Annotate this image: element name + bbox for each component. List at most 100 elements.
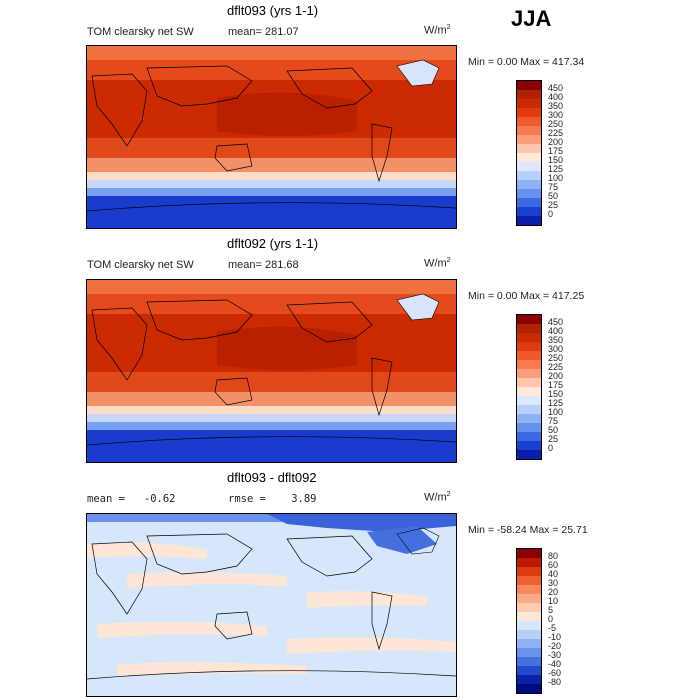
colorbar-swatch	[517, 666, 541, 675]
panel-3-mean-label: mean = -0.62	[87, 493, 176, 505]
colorbar-label: 150	[548, 389, 564, 399]
colorbar-swatch	[517, 216, 541, 225]
colorbar-swatch	[517, 126, 541, 135]
season-label: JJA	[511, 6, 552, 31]
colorbar-label: 250	[548, 119, 564, 129]
colorbar-label: 75	[548, 182, 559, 192]
panel-2-units: W/m2	[424, 257, 451, 270]
colorbar-swatch	[517, 585, 541, 594]
colorbar-swatch	[517, 576, 541, 585]
panel-1-variable-label: TOM clearsky net SW	[87, 26, 194, 38]
panel-3-colorbar	[516, 548, 542, 694]
colorbar-swatch	[517, 162, 541, 171]
colorbar-swatch	[517, 612, 541, 621]
colorbar-label: 75	[548, 416, 559, 426]
colorbar-label: 225	[548, 362, 564, 372]
colorbar-label: -40	[548, 659, 562, 669]
colorbar-swatch	[517, 117, 541, 126]
colorbar-label: 150	[548, 155, 564, 165]
colorbar-swatch	[517, 315, 541, 324]
colorbar-swatch	[517, 630, 541, 639]
colorbar-label: -5	[548, 623, 557, 633]
colorbar-swatch	[517, 135, 541, 144]
colorbar-label: 200	[548, 371, 564, 381]
panel-2-colorbar	[516, 314, 542, 460]
colorbar-swatch	[517, 360, 541, 369]
panel-2-mean-label: mean= 281.68	[228, 259, 299, 271]
panel-1-mean-label: mean= 281.07	[228, 26, 299, 38]
panel-1-units: W/m2	[424, 24, 451, 37]
colorbar-swatch	[517, 387, 541, 396]
colorbar-label: -80	[548, 677, 562, 687]
panel-1-colorbar	[516, 80, 542, 226]
colorbar-label: 225	[548, 128, 564, 138]
colorbar-swatch	[517, 414, 541, 423]
colorbar-swatch	[517, 621, 541, 630]
colorbar-label: -60	[548, 668, 562, 678]
colorbar-label: 125	[548, 398, 564, 408]
colorbar-swatch	[517, 342, 541, 351]
panel-2-colorbar-labels: 450 400 350 300 250 225 200 175 150 125 100 75 50 25 0	[548, 314, 588, 458]
panel-2-map	[86, 279, 457, 463]
colorbar-swatch	[517, 423, 541, 432]
colorbar-label: 175	[548, 146, 564, 156]
colorbar-label: 50	[548, 191, 559, 201]
colorbar-swatch	[517, 432, 541, 441]
colorbar-swatch	[517, 639, 541, 648]
panel-3-units: W/m2	[424, 491, 451, 504]
colorbar-swatch	[517, 108, 541, 117]
colorbar-swatch	[517, 594, 541, 603]
panel-2-variable-label: TOM clearsky net SW	[87, 259, 194, 271]
colorbar-swatch	[517, 144, 541, 153]
colorbar-swatch	[517, 378, 541, 387]
colorbar-label: -10	[548, 632, 562, 642]
colorbar-label: 25	[548, 434, 559, 444]
colorbar-label: 100	[548, 407, 564, 417]
colorbar-label: 20	[548, 587, 559, 597]
colorbar-label: 0	[548, 614, 554, 624]
colorbar-swatch	[517, 90, 541, 99]
colorbar-label: 450	[548, 317, 564, 327]
panel-3-rmse-label: rmse = 3.89	[228, 493, 317, 505]
colorbar-swatch	[517, 324, 541, 333]
colorbar-label: 5	[548, 605, 554, 615]
colorbar-label: 25	[548, 200, 559, 210]
colorbar-swatch	[517, 675, 541, 684]
colorbar-swatch	[517, 180, 541, 189]
colorbar-swatch	[517, 369, 541, 378]
panel-2-minmax: Min = 0.00 Max = 417.25	[468, 290, 585, 302]
panel-3-colorbar-labels: 80 60 40 30 20 10 5 0 -5 -10 -20 -30 -40 -60 -80	[548, 548, 588, 692]
colorbar-swatch	[517, 198, 541, 207]
colorbar-label: 0	[548, 443, 554, 453]
colorbar-label: 125	[548, 164, 564, 174]
colorbar-swatch	[517, 558, 541, 567]
colorbar-swatch	[517, 396, 541, 405]
panel-3-minmax: Min = -58.24 Max = 25.71	[468, 524, 588, 536]
colorbar-swatch	[517, 657, 541, 666]
colorbar-label: -20	[548, 641, 562, 651]
colorbar-label: 300	[548, 110, 564, 120]
colorbar-swatch	[517, 441, 541, 450]
colorbar-label: 300	[548, 344, 564, 354]
colorbar-label: 30	[548, 578, 559, 588]
panel-1-colorbar-labels: 450 400 350 300 250 225 200 175 150 125 100 75 50 25 0	[548, 80, 588, 224]
colorbar-label: 350	[548, 101, 564, 111]
colorbar-swatch	[517, 351, 541, 360]
panel-1-minmax: Min = 0.00 Max = 417.34	[468, 56, 585, 68]
colorbar-swatch	[517, 189, 541, 198]
colorbar-label: -30	[548, 650, 562, 660]
colorbar-swatch	[517, 153, 541, 162]
colorbar-label: 400	[548, 326, 564, 336]
colorbar-swatch	[517, 450, 541, 459]
colorbar-label: 0	[548, 209, 554, 219]
colorbar-label: 450	[548, 83, 564, 93]
colorbar-swatch	[517, 648, 541, 657]
colorbar-label: 100	[548, 173, 564, 183]
colorbar-swatch	[517, 171, 541, 180]
panel-3-map	[86, 513, 457, 697]
panel-1-map	[86, 45, 457, 229]
colorbar-swatch	[517, 405, 541, 414]
colorbar-label: 175	[548, 380, 564, 390]
colorbar-label: 80	[548, 551, 559, 561]
colorbar-swatch	[517, 81, 541, 90]
